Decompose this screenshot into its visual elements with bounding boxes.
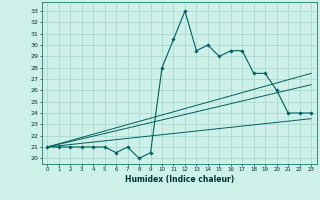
X-axis label: Humidex (Indice chaleur): Humidex (Indice chaleur)	[124, 175, 234, 184]
